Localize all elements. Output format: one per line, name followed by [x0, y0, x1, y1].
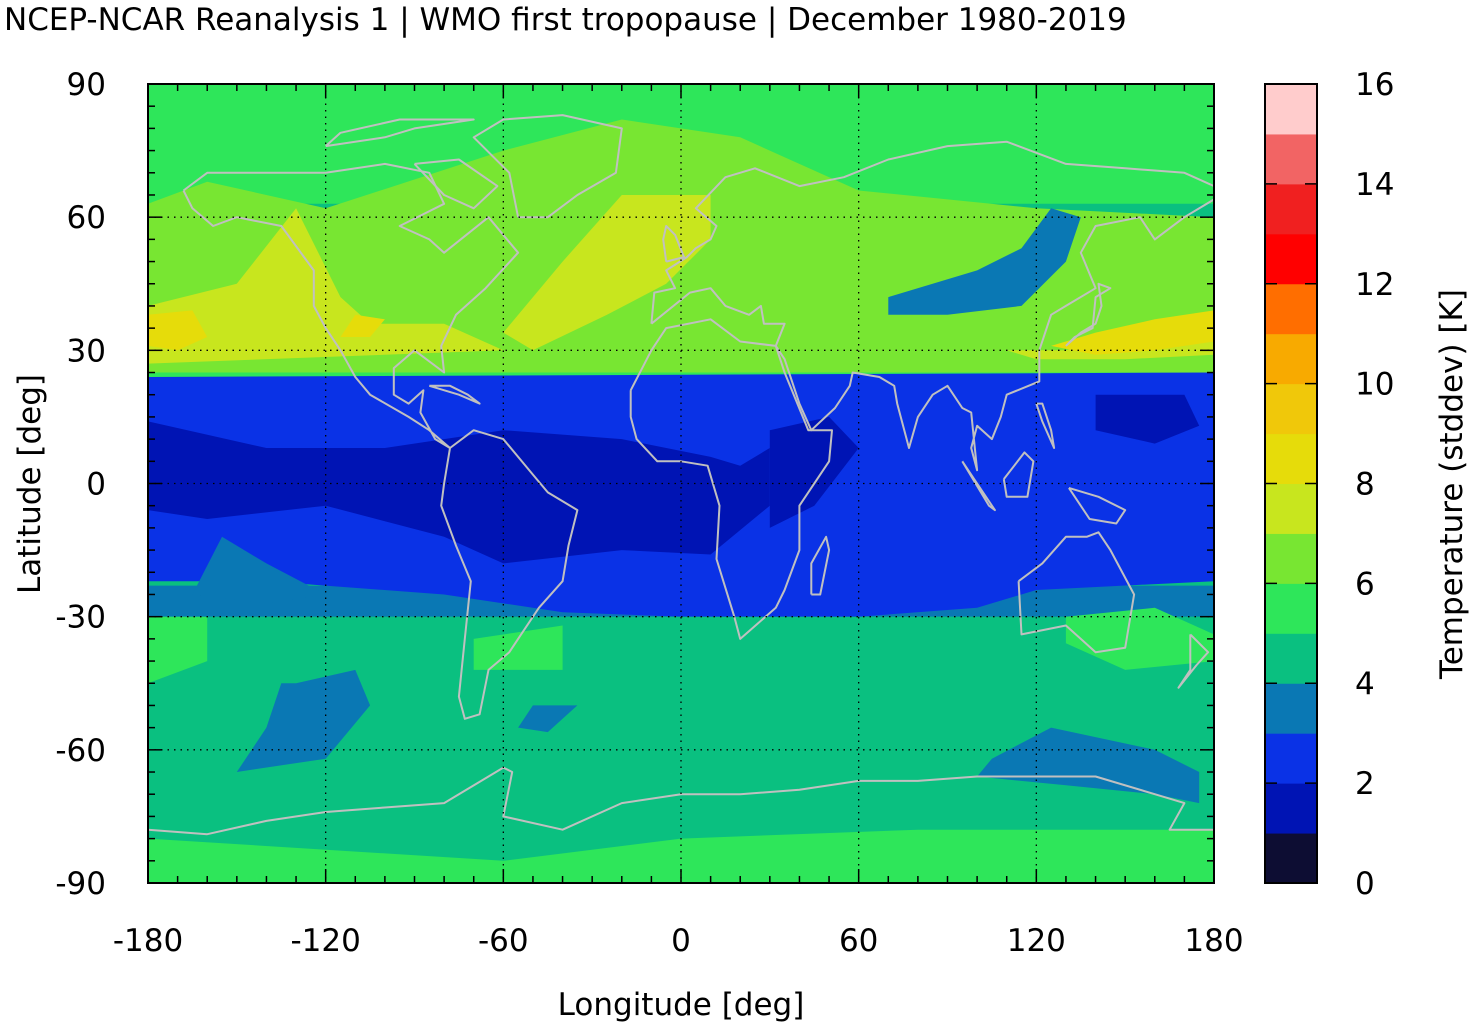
field-zone-na-core [340, 314, 385, 337]
colorbar-level-10 [1265, 333, 1317, 385]
field-zone-e-asia-core [1051, 310, 1214, 355]
colorbar-tick-label: 2 [1355, 766, 1375, 802]
field-zone-s-pacific-low [236, 669, 371, 772]
colorbar-tick-label: 10 [1355, 367, 1394, 403]
field-zone-w-atlantic-edge [148, 616, 208, 684]
colorbar-ticks [1265, 83, 1317, 884]
coastline-japan [1065, 282, 1112, 347]
colorbar-level-2 [1265, 733, 1317, 784]
field-zone-australia-green [1065, 607, 1214, 670]
x-tick-label: 0 [671, 923, 691, 959]
coastline-eurasia [650, 140, 1214, 472]
colorbar-label: Temperature (stddev) [K] [1434, 289, 1470, 680]
x-tick-label: -180 [113, 923, 183, 959]
field-zone-s-indian-low [977, 727, 1200, 804]
colorbar-level-15 [1265, 84, 1317, 135]
field-zone-africa-deep [769, 416, 859, 528]
field-zone-s-pacific-blue [192, 536, 326, 604]
colorbar-level-6 [1265, 533, 1317, 584]
x-tick-label: -120 [290, 923, 360, 959]
colorbar-level-13 [1265, 183, 1317, 235]
field-zone-itcz-deep [148, 421, 770, 564]
colorbar-level-11 [1265, 283, 1317, 335]
coastline-caribbean [429, 384, 481, 405]
x-tick-label: 60 [839, 923, 878, 959]
coastline-new-zealand [1177, 633, 1210, 689]
colorbar-level-1 [1265, 783, 1317, 834]
coastline-africa [629, 318, 833, 640]
map-grid [148, 84, 1214, 883]
field-zone-w-pacific-deep [1095, 394, 1200, 444]
field-zone-siberia-blue [888, 208, 1081, 315]
colorbar-tick-label: 0 [1355, 866, 1375, 902]
y-tick-label: -90 [55, 866, 106, 902]
figure-title: NCEP-NCAR Reanalysis 1 | WMO first tropo… [4, 2, 1127, 38]
map-plot [147, 83, 1215, 884]
map-ticks [147, 83, 1215, 884]
colorbar-level-14 [1265, 133, 1317, 185]
colorbar-tick-label: 8 [1355, 467, 1375, 503]
colorbar-tick-label: 4 [1355, 666, 1375, 702]
x-axis-label: Longitude [deg] [558, 987, 805, 1023]
coastlines [148, 114, 1214, 836]
x-tick-label: -60 [478, 923, 529, 959]
x-tick-labels: -180 -120 -60 0 60 120 180 [113, 923, 1244, 959]
y-tick-labels: 90 60 30 0 -30 -60 -90 [55, 67, 106, 902]
colorbar-tick-label: 6 [1355, 566, 1375, 602]
colorbar-tick-label: 16 [1355, 67, 1394, 103]
coastline-north-america [182, 162, 520, 449]
y-tick-label: 0 [86, 467, 106, 503]
coastline-uk [662, 225, 685, 263]
coastline-sumatra [961, 460, 996, 512]
coastline-baffin [413, 158, 499, 210]
colorbar-tick-label: 14 [1355, 167, 1394, 203]
colorbar-level-12 [1265, 233, 1317, 285]
y-tick-label: 30 [67, 333, 106, 369]
coastline-new-guinea [1068, 486, 1127, 525]
coastline-madagascar [810, 535, 831, 596]
coastline-borneo [1002, 451, 1035, 498]
colorbar-level-9 [1265, 383, 1317, 435]
field-zone-n-pacific-core [148, 310, 208, 351]
colorbar-level-5 [1265, 583, 1317, 634]
colorbar-level-8 [1265, 433, 1317, 484]
coastline-greenland [472, 114, 623, 219]
colorbar-tick-labels: 16 14 12 10 8 6 4 2 0 [1355, 67, 1394, 902]
colorbar-level-3 [1265, 683, 1317, 734]
colorbar: 16 14 12 10 8 6 4 2 0 Temperature (stddev) [K] [1264, 67, 1470, 902]
coastline-australia [1017, 531, 1136, 654]
colorbar-levels [1265, 84, 1317, 884]
coastline-arctic-islands [325, 118, 475, 148]
y-axis-label: Latitude [deg] [12, 374, 48, 594]
y-tick-label: -30 [55, 600, 106, 636]
field-zone-antarctic-ring [148, 829, 1214, 883]
y-tick-label: -60 [55, 733, 106, 769]
field-zone-s-atlantic-green [473, 625, 563, 670]
field-zone-s-atlantic-low [518, 705, 578, 733]
field-zone-n-atlantic-yellow [503, 195, 711, 351]
colorbar-level-7 [1265, 483, 1317, 534]
y-tick-label: 60 [67, 200, 106, 236]
colorbar-level-0 [1265, 833, 1317, 884]
colorbar-tick-label: 12 [1355, 267, 1394, 303]
colorbar-level-4 [1265, 633, 1317, 684]
coastline-south-america [440, 429, 579, 720]
coastline-antarctica [148, 766, 1214, 836]
x-tick-label: 180 [1184, 923, 1243, 959]
coastline-philippines [1035, 402, 1056, 449]
x-tick-label: 120 [1007, 923, 1066, 959]
y-tick-label: 90 [67, 67, 106, 103]
